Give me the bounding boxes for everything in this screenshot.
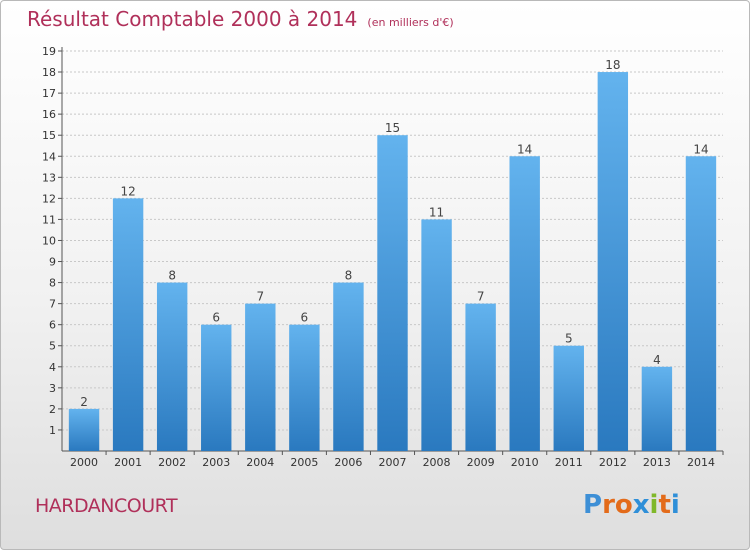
y-tick-label-14: 14 bbox=[42, 150, 56, 163]
data-label-2004: 7 bbox=[256, 290, 264, 304]
data-label-2007: 15 bbox=[385, 121, 400, 135]
bar-2006 bbox=[333, 282, 364, 451]
y-tick-label-9: 9 bbox=[49, 256, 56, 269]
y-tick-label-13: 13 bbox=[42, 171, 56, 184]
chart-title-text: Résultat Comptable 2000 à 2014 bbox=[27, 7, 358, 31]
data-label-2010: 14 bbox=[517, 142, 532, 156]
data-label-2011: 5 bbox=[565, 332, 573, 346]
x-tick-label-2014: 2014 bbox=[687, 456, 715, 469]
bar-2013 bbox=[641, 366, 673, 451]
data-label-2013: 4 bbox=[653, 353, 661, 367]
x-tick-label-2010: 2010 bbox=[511, 456, 539, 469]
x-tick-label-2008: 2008 bbox=[423, 456, 451, 469]
bar-2007 bbox=[377, 135, 408, 452]
brand-letter: P bbox=[583, 490, 603, 520]
x-tick-label-2013: 2013 bbox=[643, 456, 671, 469]
bar-2000 bbox=[68, 408, 100, 451]
x-tick-label-2006: 2006 bbox=[334, 456, 362, 469]
bar-2005 bbox=[289, 324, 320, 451]
y-tick-label-18: 18 bbox=[42, 66, 56, 79]
bars bbox=[68, 72, 717, 452]
brand-logo: Proxiti bbox=[583, 490, 680, 520]
data-label-2014: 14 bbox=[693, 142, 708, 156]
bar-2009 bbox=[465, 303, 496, 451]
y-tick-label-19: 19 bbox=[42, 45, 56, 58]
data-label-2005: 6 bbox=[301, 311, 309, 325]
data-label-2009: 7 bbox=[477, 290, 485, 304]
y-tick-label-12: 12 bbox=[42, 192, 56, 205]
chart-subtitle: (en milliers d'€) bbox=[367, 16, 454, 29]
y-tick-label-10: 10 bbox=[42, 234, 56, 247]
brand-letter: i bbox=[670, 490, 680, 520]
brand-letter: x bbox=[632, 490, 650, 520]
y-tick-label-8: 8 bbox=[49, 277, 56, 290]
bar-2011 bbox=[553, 345, 584, 451]
x-tick-label-2001: 2001 bbox=[114, 456, 142, 469]
brand-letter: t bbox=[658, 490, 671, 520]
y-tick-label-15: 15 bbox=[42, 129, 56, 142]
data-label-2001: 12 bbox=[120, 184, 135, 198]
data-label-2000: 2 bbox=[80, 395, 88, 409]
x-tick-label-2005: 2005 bbox=[290, 456, 318, 469]
bar-2002 bbox=[156, 282, 188, 451]
x-tick-label-2004: 2004 bbox=[246, 456, 274, 469]
y-tick-label-11: 11 bbox=[42, 213, 56, 226]
bar-2001 bbox=[112, 198, 144, 451]
bar-2008 bbox=[421, 219, 452, 451]
bar-2003 bbox=[201, 324, 232, 451]
x-tick-label-2000: 2000 bbox=[70, 456, 98, 469]
y-tick-label-6: 6 bbox=[49, 319, 56, 332]
bar-2010 bbox=[509, 156, 540, 451]
bar-2004 bbox=[245, 303, 276, 451]
data-label-2006: 8 bbox=[345, 269, 353, 283]
y-tick-label-4: 4 bbox=[49, 361, 56, 374]
data-label-2012: 18 bbox=[605, 58, 620, 72]
y-tick-label-7: 7 bbox=[49, 298, 56, 311]
bar-2014 bbox=[685, 156, 717, 451]
x-tick-label-2003: 2003 bbox=[202, 456, 230, 469]
x-tick-label-2009: 2009 bbox=[467, 456, 495, 469]
data-label-2003: 6 bbox=[212, 311, 220, 325]
x-tick-label-2002: 2002 bbox=[158, 456, 186, 469]
data-label-2008: 11 bbox=[429, 205, 444, 219]
location-name: HARDANCOURT bbox=[35, 495, 178, 517]
y-tick-label-1: 1 bbox=[49, 424, 56, 437]
data-label-2002: 8 bbox=[168, 269, 176, 283]
x-tick-label-2012: 2012 bbox=[599, 456, 627, 469]
x-tick-label-2011: 2011 bbox=[555, 456, 583, 469]
y-tick-label-16: 16 bbox=[42, 108, 56, 121]
y-tick-label-17: 17 bbox=[42, 87, 56, 100]
x-tick-label-2007: 2007 bbox=[379, 456, 407, 469]
y-tick-label-5: 5 bbox=[49, 340, 56, 353]
brand-letter: o bbox=[614, 490, 633, 520]
brand-letter: i bbox=[649, 490, 659, 520]
brand-letter: r bbox=[602, 490, 615, 520]
y-tick-label-3: 3 bbox=[49, 382, 56, 395]
bar-2012 bbox=[597, 72, 629, 451]
chart-title: Résultat Comptable 2000 à 2014 (en millie… bbox=[27, 7, 454, 31]
labels: 1234567891011121314151617181922000122001… bbox=[42, 45, 715, 469]
y-tick-label-2: 2 bbox=[49, 403, 56, 416]
